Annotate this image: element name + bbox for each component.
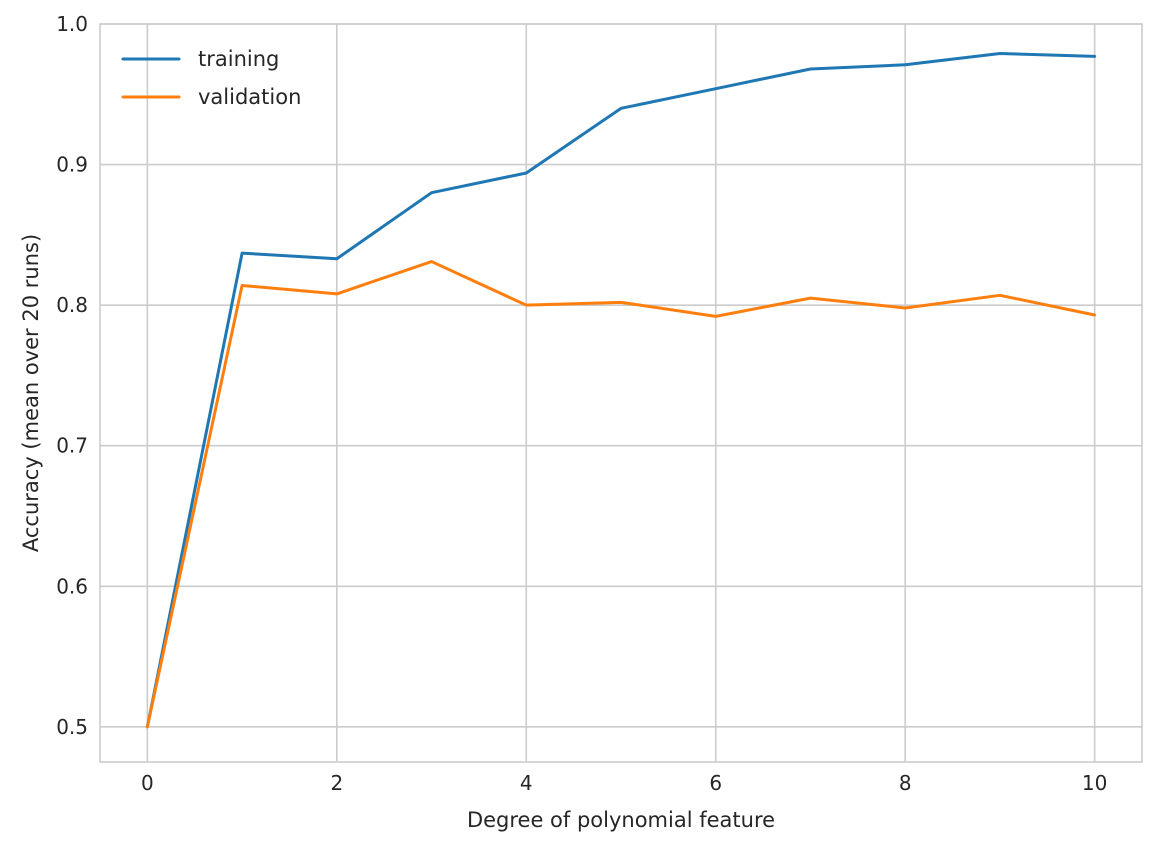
y-tick-label: 1.0 [56, 12, 88, 36]
series-line-training [145, 52, 1097, 729]
series-line-validation [145, 260, 1097, 729]
tick-labels: 0 2 4 6 8 10 0.5 0.6 0.7 0.8 0.9 1.0 [56, 12, 1107, 795]
grid-lines [100, 23, 1142, 762]
x-tick-label: 10 [1082, 771, 1107, 795]
x-tick-label: 8 [899, 771, 912, 795]
x-tick-label: 2 [330, 771, 343, 795]
y-tick-label: 0.9 [56, 153, 88, 177]
x-tick-label: 6 [709, 771, 722, 795]
axes [99, 23, 1143, 763]
series-lines [145, 52, 1097, 729]
plot-frame [99, 23, 1143, 763]
legend-label-training: training [198, 47, 279, 71]
y-tick-label: 0.5 [56, 715, 88, 739]
axis-labels: Degree of polynomial feature Accuracy (m… [19, 234, 775, 832]
legend: training validation [121, 47, 301, 109]
x-tick-label: 0 [141, 771, 154, 795]
x-axis-label: Degree of polynomial feature [467, 808, 775, 832]
y-tick-label: 0.7 [56, 434, 88, 458]
y-tick-label: 0.8 [56, 293, 88, 317]
legend-label-validation: validation [198, 85, 301, 109]
x-tick-label: 4 [520, 771, 533, 795]
y-tick-label: 0.6 [56, 574, 88, 598]
y-axis-label: Accuracy (mean over 20 runs) [19, 234, 43, 552]
